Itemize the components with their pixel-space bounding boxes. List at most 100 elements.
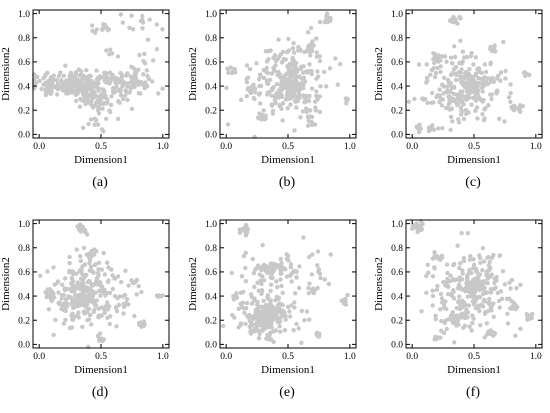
data-point: [270, 85, 276, 91]
data-point: [61, 321, 67, 326]
data-point: [296, 285, 302, 291]
data-point: [225, 122, 231, 127]
caption-b: (b): [278, 175, 296, 190]
data-point: [448, 72, 454, 78]
data-point: [271, 309, 276, 314]
data-point: [141, 59, 146, 64]
data-point: [430, 274, 436, 279]
data-point: [489, 308, 494, 313]
data-point: [441, 75, 447, 81]
data-point: [307, 93, 312, 99]
data-point: [481, 298, 487, 303]
data-point: [140, 320, 146, 326]
x-tick-label: 0.0: [406, 352, 418, 362]
y-axis-label: Dimension2: [187, 47, 199, 101]
data-point: [52, 77, 57, 83]
data-point: [260, 243, 265, 248]
data-point: [279, 283, 284, 289]
data-point: [266, 57, 271, 62]
data-point: [258, 73, 263, 79]
x-tick-label: 1.0: [344, 142, 356, 152]
data-point: [258, 278, 263, 283]
data-point: [229, 270, 234, 276]
data-point: [434, 94, 439, 100]
data-point: [469, 328, 474, 333]
data-point: [80, 264, 85, 269]
data-point: [231, 69, 237, 75]
x-tick-label: 1.0: [530, 142, 542, 152]
data-point: [328, 16, 333, 21]
data-point: [333, 56, 338, 61]
data-point: [91, 80, 96, 85]
y-tick-label: 0.6: [18, 268, 30, 278]
data-point: [87, 278, 92, 284]
data-point: [294, 275, 299, 280]
data-point: [75, 285, 81, 291]
data-point: [274, 82, 280, 87]
data-point: [491, 301, 496, 306]
data-point: [284, 274, 290, 279]
data-point: [435, 65, 440, 71]
data-point: [244, 94, 249, 99]
data-point: [55, 83, 60, 88]
data-point: [464, 97, 469, 102]
data-point: [279, 60, 285, 65]
data-point: [77, 254, 83, 259]
x-tick-label: 0.5: [95, 352, 107, 362]
data-point: [472, 289, 477, 295]
data-point: [469, 50, 474, 56]
data-point: [109, 102, 114, 108]
data-point: [302, 318, 307, 323]
data-point: [448, 127, 453, 132]
data-point: [77, 79, 82, 84]
data-point: [448, 273, 453, 278]
data-point: [439, 253, 445, 258]
data-point: [105, 100, 110, 105]
data-point: [85, 99, 90, 105]
data-point: [425, 262, 430, 267]
data-point: [68, 286, 73, 292]
data-point: [464, 111, 469, 117]
data-point: [101, 87, 106, 92]
data-point: [147, 17, 152, 22]
data-point: [139, 289, 144, 295]
data-point: [324, 84, 329, 89]
data-point: [263, 317, 268, 322]
data-point: [480, 112, 485, 117]
data-point: [498, 78, 503, 83]
data-point: [160, 27, 165, 32]
data-point: [491, 332, 496, 337]
data-point: [456, 117, 461, 122]
data-point: [71, 272, 76, 277]
x-tick-label: 0.5: [95, 142, 107, 152]
data-point: [114, 84, 119, 89]
data-point: [66, 91, 71, 96]
data-point: [278, 103, 283, 109]
data-point: [112, 88, 117, 93]
data-point: [240, 300, 245, 305]
data-point: [259, 289, 265, 294]
data-point: [247, 66, 253, 72]
data-point: [497, 305, 502, 310]
data-point: [431, 127, 437, 132]
data-point: [494, 91, 499, 96]
data-point: [318, 275, 323, 281]
data-point: [296, 44, 301, 50]
data-point: [46, 307, 51, 312]
data-point: [277, 306, 282, 311]
data-point: [476, 278, 481, 283]
x-tick-label: 0.0: [406, 142, 418, 152]
data-point: [241, 306, 247, 311]
data-point: [445, 270, 450, 276]
data-point: [315, 74, 321, 79]
x-axis-label: Dimension1: [447, 364, 501, 376]
data-point: [243, 321, 248, 327]
data-point: [498, 70, 504, 75]
data-point: [265, 92, 270, 97]
data-point: [480, 89, 485, 94]
scatter-panel: 0.0 0.5 1.0 0.0 0.2 0.4 0.6 0.8 1.0 Dimension1 Dim…: [0, 219, 170, 376]
data-point: [102, 310, 107, 316]
data-point: [108, 79, 113, 84]
data-point: [278, 256, 283, 262]
data-point: [435, 283, 440, 289]
